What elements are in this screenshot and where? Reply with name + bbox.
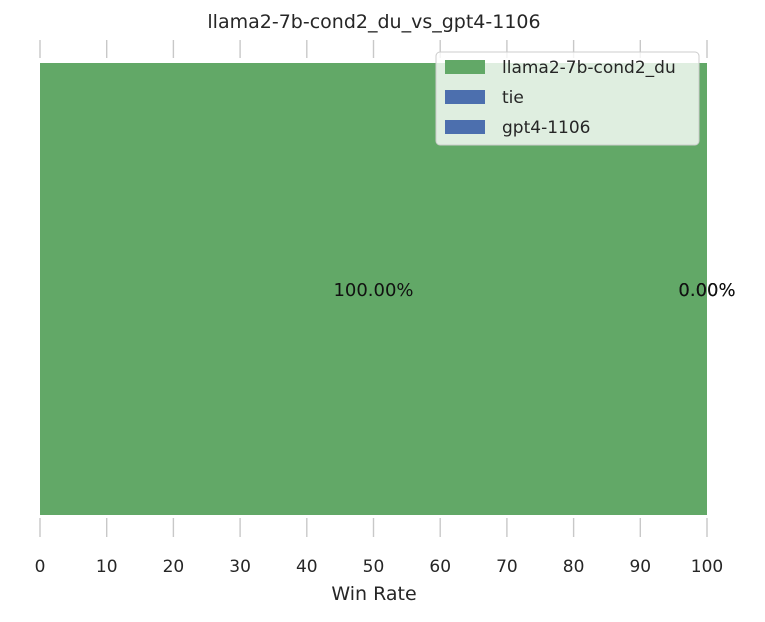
legend-box: [435, 51, 700, 146]
chart-title: llama2-7b-cond2_du_vs_gpt4-1106: [207, 11, 540, 33]
x-tick-label: 70: [496, 557, 518, 577]
data-label-1: 0.00%: [678, 280, 735, 301]
legend-swatch-1: [445, 90, 485, 104]
x-tick-label: 60: [429, 557, 451, 577]
data-label-2: 0.00%: [678, 280, 735, 301]
x-tick-label: 20: [163, 557, 185, 577]
x-tick-label: 100: [691, 557, 723, 577]
x-tick-label: 50: [363, 557, 385, 577]
x-axis: 0 10 20 30 40 50 60 70 80 90 100: [35, 557, 724, 577]
x-tick-label: 0: [35, 557, 46, 577]
legend-label-1: tie: [502, 88, 524, 108]
data-label-0: 100.00%: [333, 280, 413, 301]
legend-swatch-0: [445, 60, 485, 74]
x-tick-label: 40: [296, 557, 318, 577]
data-labels: 100.00% 0.00%0.00%: [333, 280, 735, 301]
legend-label-0: llama2-7b-cond2_du: [502, 58, 676, 78]
x-tick-label: 80: [563, 557, 585, 577]
legend-swatch-2: [445, 120, 485, 134]
legend-label-2: gpt4-1106: [502, 118, 590, 138]
x-tick-label: 10: [96, 557, 118, 577]
x-axis-label: Win Rate: [331, 583, 416, 605]
x-tick-label: 30: [229, 557, 251, 577]
x-tick-label: 90: [629, 557, 651, 577]
